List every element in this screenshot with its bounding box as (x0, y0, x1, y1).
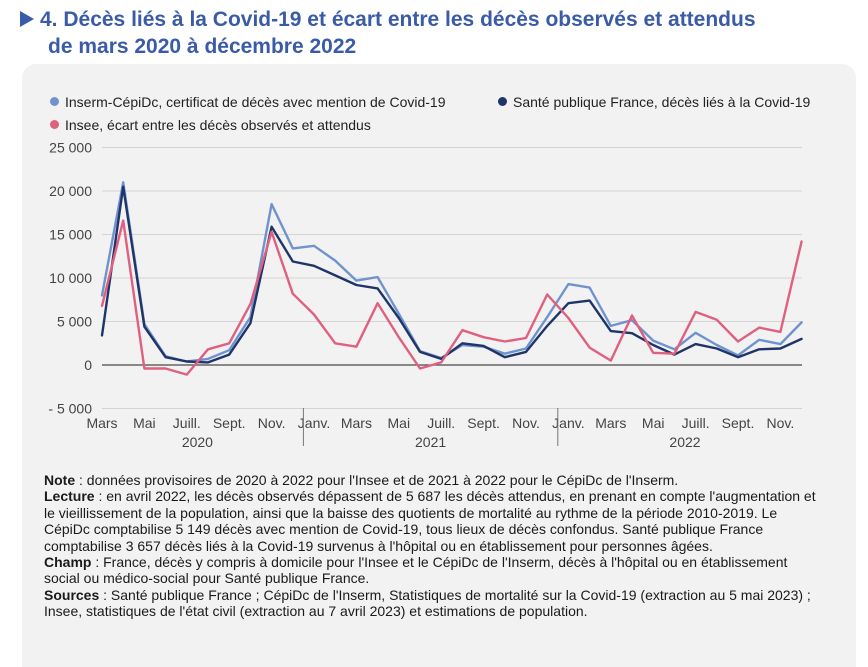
legend-dot-icon (498, 97, 507, 106)
year-label: 2021 (415, 434, 446, 450)
year-label: 2020 (182, 434, 213, 450)
chart-notes: Note : données provisoires de 2020 à 202… (44, 472, 824, 620)
legend-dot-icon (50, 97, 59, 106)
legend-item-inserm: Inserm-CépiDc, certificat de décès avec … (50, 94, 446, 110)
series-line-spf (100, 185, 803, 364)
legend-item-insee: Insee, écart entre les décès observés et… (50, 117, 371, 133)
x-tick-label: Nov. (512, 415, 540, 431)
x-tick-label: Mai (133, 415, 156, 431)
x-tick-label: Mai (642, 415, 665, 431)
lecture-paragraph: Lecture : en avril 2022, les décès obser… (44, 488, 816, 554)
series-line-insee (100, 219, 803, 376)
x-tick-label: Sept. (467, 415, 500, 431)
x-tick-label: Mars (341, 415, 372, 431)
x-tick-label: Sept. (722, 415, 755, 431)
chart-title: 4. Décès liés à la Covid-19 et écart ent… (20, 6, 850, 60)
note-paragraph: Note : données provisoires de 2020 à 202… (44, 472, 679, 488)
title-line-1: 4. Décès liés à la Covid-19 et écart ent… (40, 8, 756, 31)
x-tick-label: Juill. (682, 415, 710, 431)
series-line-inserm (100, 181, 803, 363)
legend-label: Insee, écart entre les décès observés et… (65, 117, 371, 133)
y-tick-label: 10 000 (49, 270, 92, 286)
x-tick-label: Mai (388, 415, 411, 431)
champ-paragraph: Champ : France, décès y compris à domici… (44, 554, 788, 587)
x-tick-label: Mars (86, 415, 117, 431)
y-tick-label: 5 000 (57, 314, 92, 330)
y-tick-label: 25 000 (49, 140, 92, 156)
y-tick-label: 15 000 (49, 227, 92, 243)
legend-label: Santé publique France, décès liés à la C… (513, 94, 811, 110)
x-tick-label: Janv. (298, 415, 330, 431)
legend-item-spf: Santé publique France, décès liés à la C… (498, 94, 810, 110)
legend-dot-icon (50, 120, 59, 129)
x-tick-label: Juill. (427, 415, 455, 431)
x-tick-label: Janv. (552, 415, 584, 431)
y-tick-label: 0 (84, 357, 92, 373)
x-tick-label: Nov. (258, 415, 286, 431)
y-tick-label: - 5 000 (48, 401, 92, 417)
title-arrow-icon (20, 11, 34, 27)
x-tick-label: Sept. (213, 415, 246, 431)
sources-paragraph: Sources : Santé publique France ; CépiDc… (44, 586, 811, 620)
x-tick-label: Nov. (767, 415, 795, 431)
year-label: 2022 (669, 434, 700, 450)
legend-label: Inserm-CépiDc, certificat de décès avec … (65, 94, 446, 110)
y-tick-label: 20 000 (49, 183, 92, 199)
x-tick-label: Juill. (173, 415, 201, 431)
x-tick-label: Mars (595, 415, 626, 431)
title-line-2: de mars 2020 à décembre 2022 (48, 35, 357, 58)
